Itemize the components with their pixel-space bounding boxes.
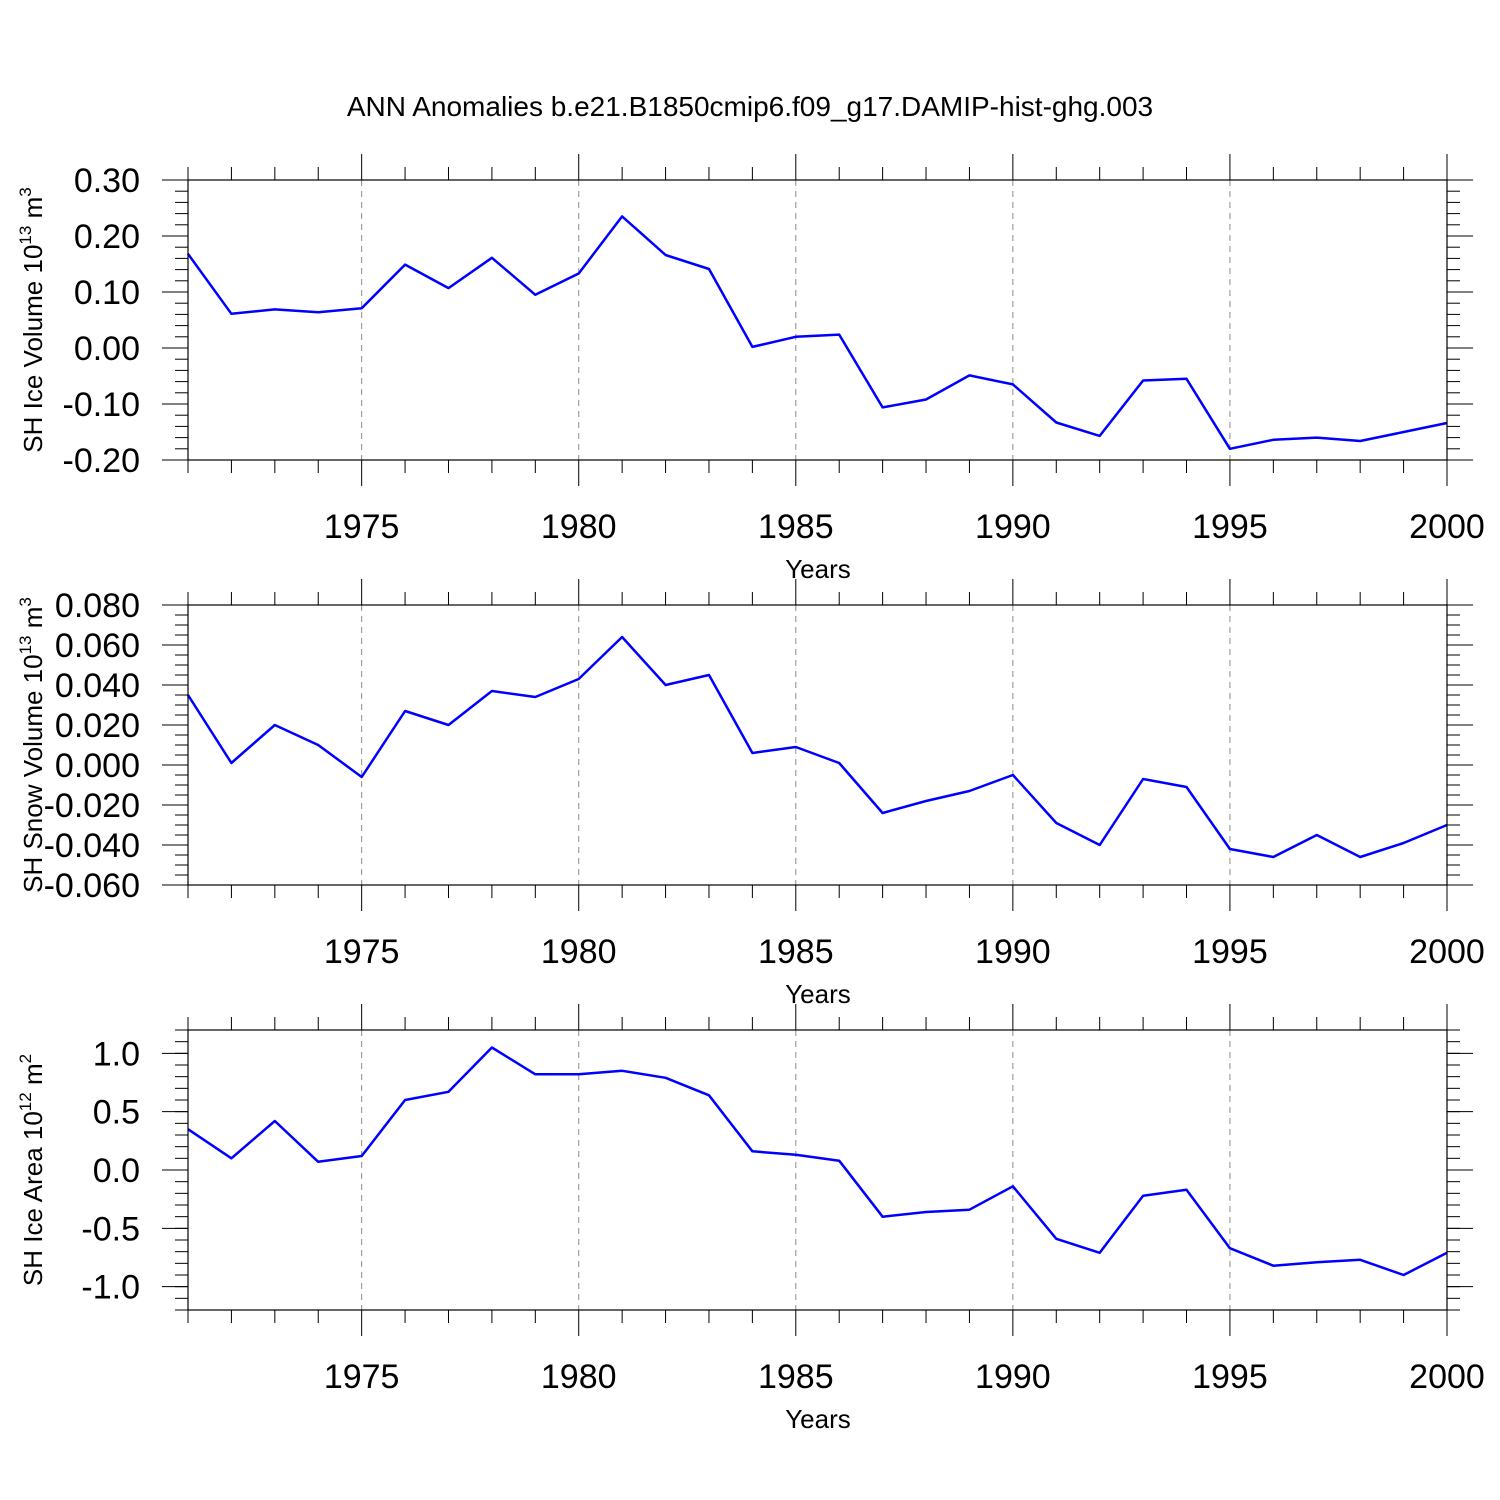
x-tick-label: 1995 (1192, 933, 1268, 971)
x-tick-label: 1990 (975, 508, 1051, 546)
x-tick-label: 1975 (324, 933, 400, 971)
y-tick-label: 0.040 (55, 667, 140, 705)
data-line (186, 635, 1448, 859)
y-tick-label: 0.20 (74, 218, 140, 256)
x-tick-label: 1995 (1192, 1358, 1268, 1396)
y-tick-label: 0.0 (93, 1152, 140, 1190)
y-axis-title: SH Snow Volume 1013 m3 (16, 597, 48, 893)
y-tick-label: 0.080 (55, 587, 140, 625)
x-tick-label: 2000 (1409, 933, 1485, 971)
y-tick-label: 0.00 (74, 330, 140, 368)
x-axis-title: Years (785, 979, 851, 1009)
y-tick-label: 0.060 (55, 627, 140, 665)
y-tick-label: -0.10 (63, 386, 141, 424)
figure-title: ANN Anomalies b.e21.B1850cmip6.f09_g17.D… (347, 91, 1153, 122)
data-line (187, 1046, 1448, 1277)
y-tick-label: -0.060 (44, 867, 140, 905)
chart-panel-1: -0.20 -0.10 0.00 0.10 0.20 0.30 1975 1980 1985 19… (16, 154, 1485, 584)
y-tick-label: -0.20 (63, 442, 141, 480)
y-tick-label: 0.10 (74, 274, 140, 312)
x-tick-label: 1985 (758, 933, 834, 971)
x-axis-title: Years (785, 1404, 851, 1434)
x-tick-label: 1985 (758, 508, 834, 546)
plot-frame (187, 179, 1448, 461)
plot-frame (187, 1029, 1448, 1311)
chart-panel-2: -0.060-0.040-0.0200.0000.0200.0400.0600.… (16, 579, 1485, 1009)
y-axis-title: SH Ice Area 1012 m2 (16, 1054, 48, 1286)
x-tick-label: 1975 (324, 508, 400, 546)
x-tick-label: 1990 (975, 1358, 1051, 1396)
x-tick-label: 2000 (1409, 1358, 1485, 1396)
chart-panel-3: -1.0 -0.5 0.0 0.5 1.0 1975 1980 1985 1990 1995 200… (16, 1004, 1485, 1434)
y-tick-label: 0.5 (93, 1094, 140, 1132)
y-tick-label: -0.020 (44, 787, 140, 825)
y-tick-label: 0.30 (74, 162, 140, 200)
x-tick-label: 1990 (975, 933, 1051, 971)
y-axis-title: SH Ice Volume 1013 m3 (16, 187, 48, 452)
x-axis-title: Years (785, 554, 851, 584)
data-line (186, 215, 1448, 451)
x-tick-label: 1980 (541, 508, 617, 546)
x-tick-label: 1980 (541, 1358, 617, 1396)
plot-frame (187, 604, 1448, 886)
y-tick-label: -0.5 (81, 1210, 140, 1248)
y-tick-label: -0.040 (44, 827, 140, 865)
x-tick-label: 2000 (1409, 508, 1485, 546)
x-tick-label: 1995 (1192, 508, 1268, 546)
x-tick-label: 1980 (541, 933, 617, 971)
x-tick-label: 1985 (758, 1358, 834, 1396)
y-tick-label: 0.020 (55, 707, 140, 745)
y-tick-label: -1.0 (81, 1269, 140, 1307)
y-tick-label: 1.0 (93, 1035, 140, 1073)
x-tick-label: 1975 (324, 1358, 400, 1396)
y-tick-label: 0.000 (55, 747, 140, 785)
